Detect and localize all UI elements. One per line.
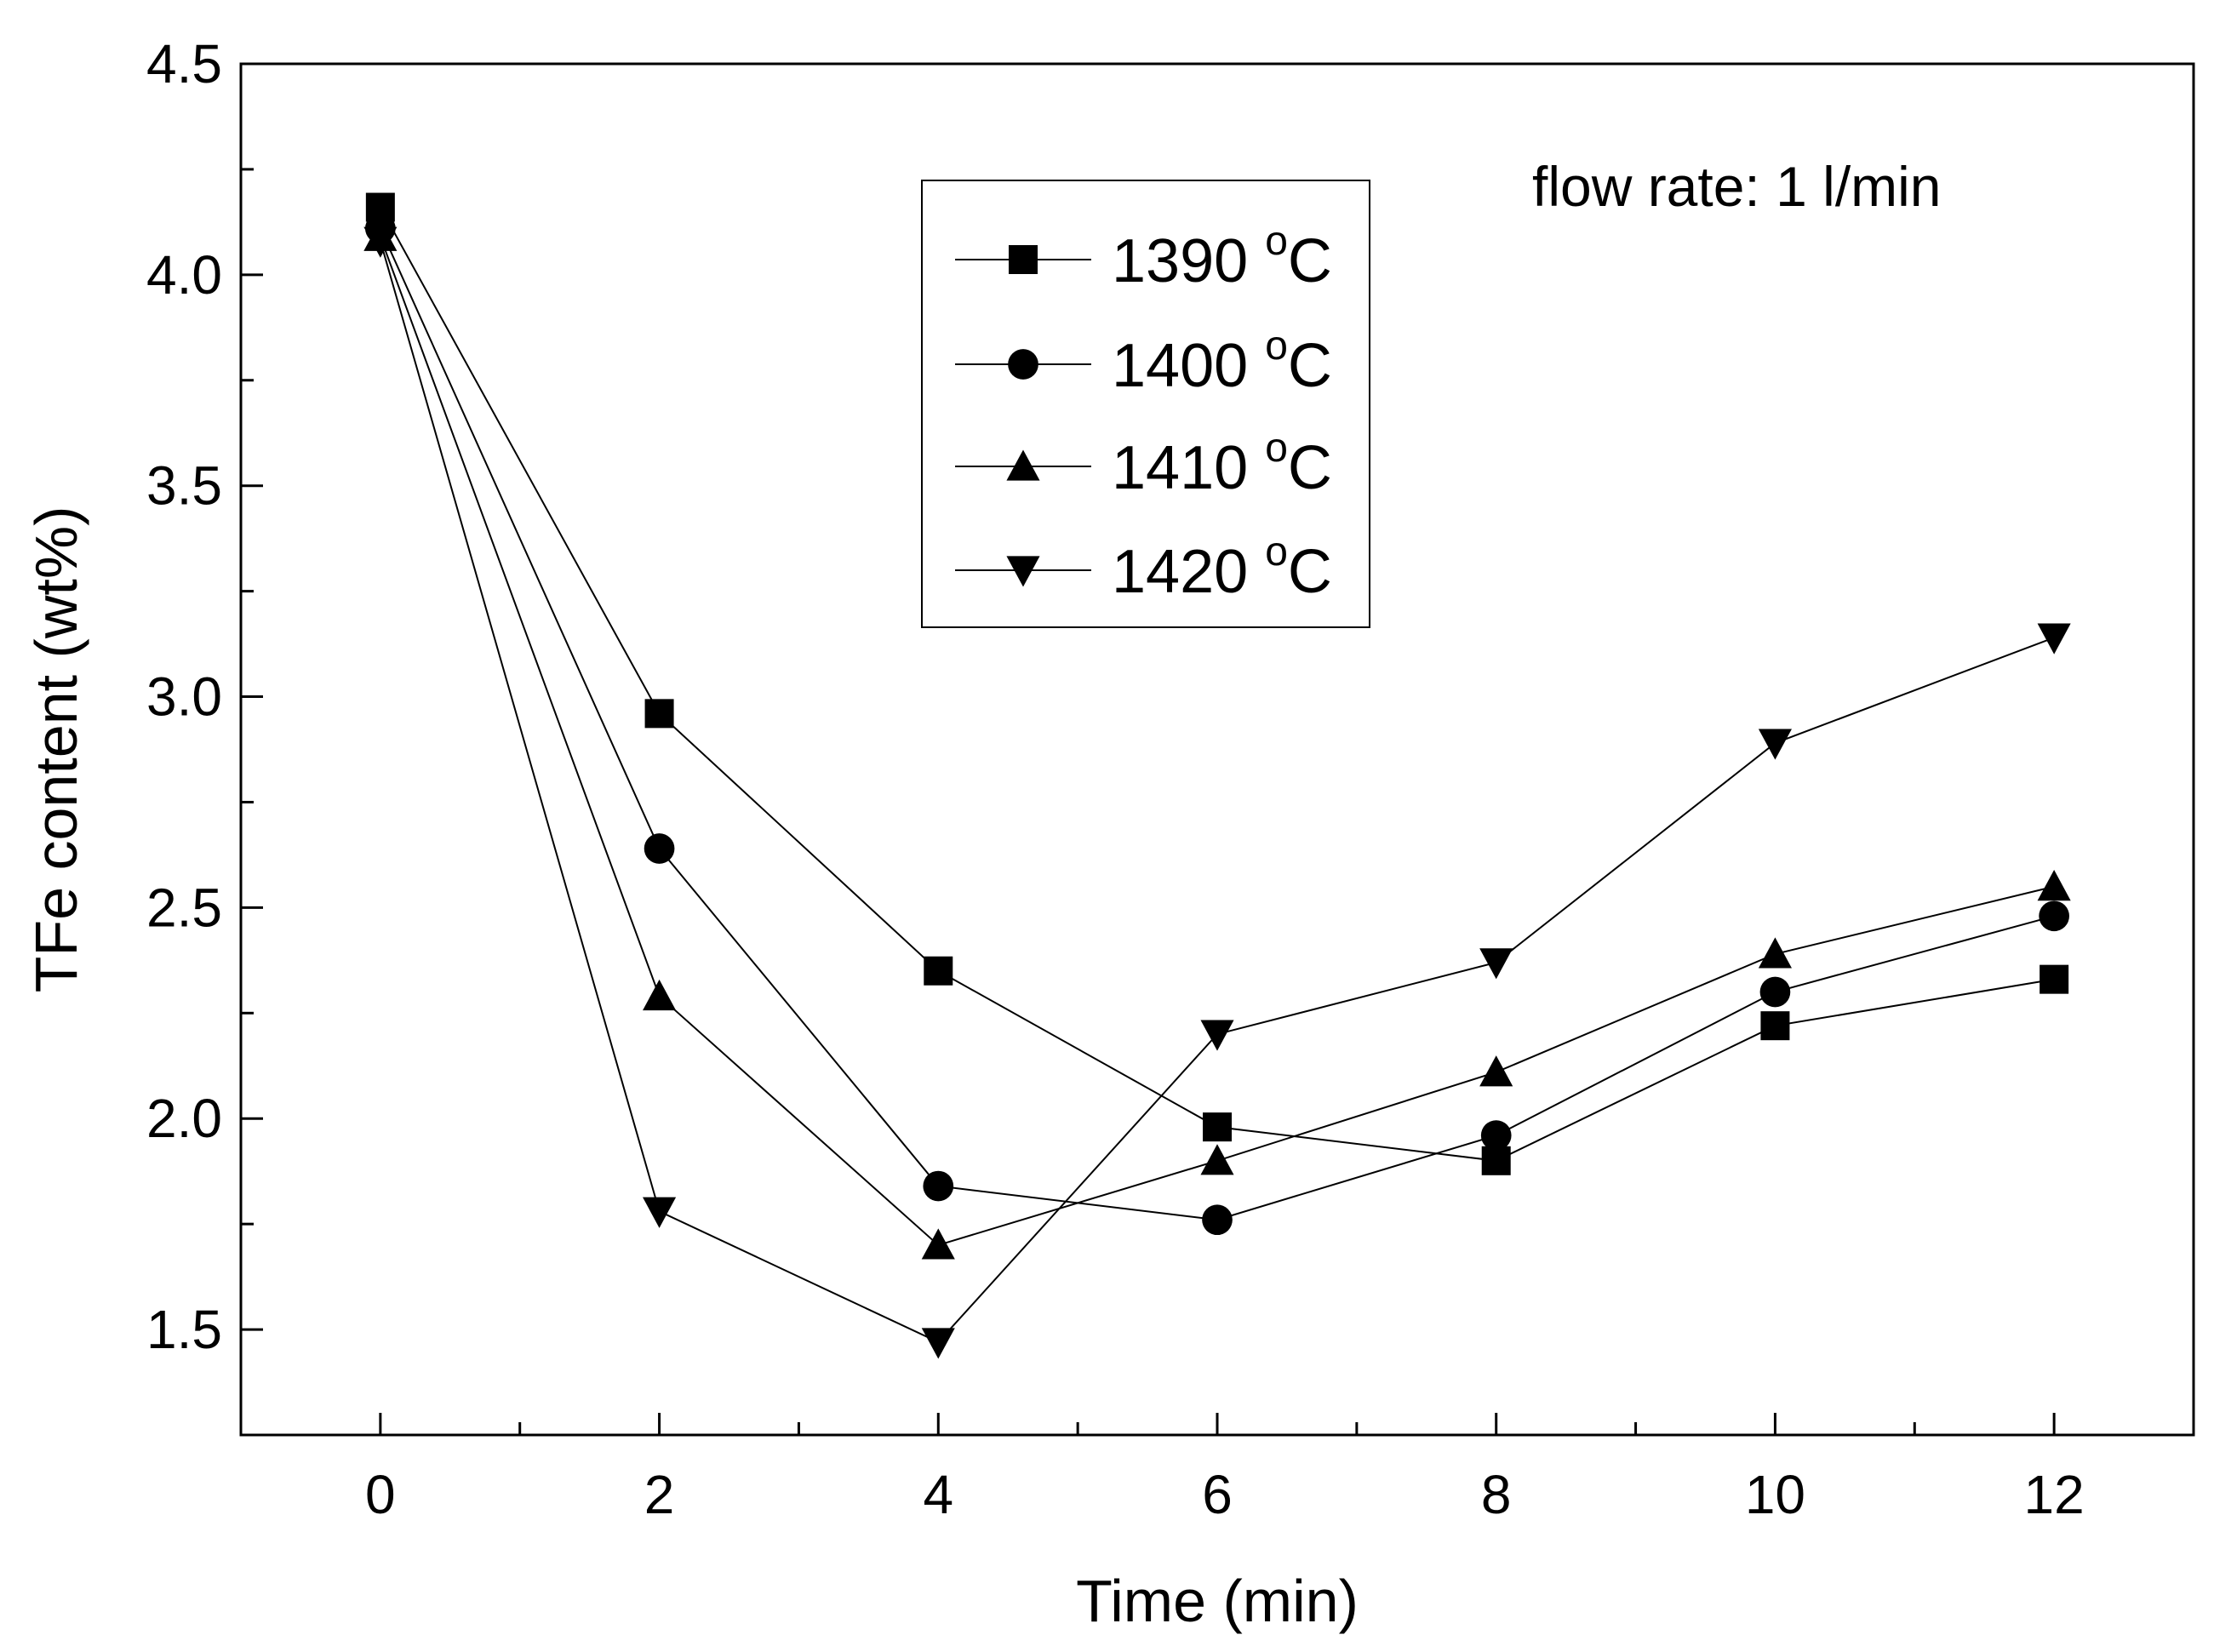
data-point-1410 (1200, 1144, 1234, 1175)
legend-marker-1420 (1006, 556, 1040, 587)
x-tick-label: 6 (1202, 1464, 1233, 1525)
y-tick-label: 4.0 (146, 244, 222, 306)
legend-label-1420: 1420 oC (1112, 529, 1332, 606)
y-tick-label: 3.0 (146, 666, 222, 728)
data-point-1390 (924, 956, 953, 986)
data-point-1420 (2037, 623, 2071, 655)
data-point-1420 (1758, 729, 1792, 760)
data-point-1390 (644, 699, 674, 729)
data-point-1420 (1200, 1020, 1234, 1051)
x-tick-label: 2 (644, 1464, 675, 1525)
legend-item-1410: 1410 oC (955, 426, 1332, 502)
data-point-1410 (921, 1228, 955, 1260)
legend-label-1410: 1410 oC (1112, 426, 1332, 502)
data-point-1390 (1481, 1146, 1511, 1175)
text-layer: 0 2 4 6 8 10 12 1.5 2.0 2.5 3.0 3.5 4.0 4.5 Time (min)… (23, 33, 2085, 1634)
legend: 1390 oC 1400 oC 1410 oC 1420 oC (921, 180, 1370, 628)
data-point-1420 (1479, 948, 1513, 980)
legend-marker-1400 (1008, 349, 1038, 380)
legend-label-1390: 1390 oC (1112, 219, 1332, 295)
data-point-1410 (643, 979, 677, 1011)
data-point-1400 (644, 833, 675, 864)
series-layer (363, 192, 2071, 1359)
legend-item-1400: 1400 oC (955, 323, 1332, 400)
axes-layer (239, 62, 2195, 1437)
data-point-1400 (923, 1170, 954, 1202)
data-point-1400 (1480, 1120, 1512, 1151)
legend-marker-1410 (1006, 449, 1040, 481)
data-point-1420 (921, 1328, 955, 1359)
data-point-1400 (2039, 900, 2069, 932)
legend-box (921, 180, 1370, 628)
y-tick-label: 2.5 (146, 877, 222, 938)
y-tick-label: 4.5 (146, 33, 222, 94)
flow-rate-annotation: flow rate: 1 l/min (1532, 155, 1942, 218)
data-point-1420 (363, 226, 398, 258)
y-tick-label: 3.5 (146, 455, 222, 517)
data-point-1410 (1479, 1055, 1513, 1087)
series-1390 (365, 192, 2069, 1175)
series-1420 (363, 226, 2071, 1359)
y-axis-title: TFe content (wt%) (23, 506, 89, 993)
y-tick-label: 2.0 (146, 1088, 222, 1149)
y-tick-label: 1.5 (146, 1299, 222, 1360)
data-point-1410 (2037, 870, 2071, 901)
legend-item-1390: 1390 oC (955, 219, 1332, 295)
x-tick-label: 4 (923, 1464, 953, 1525)
x-tick-label: 8 (1481, 1464, 1512, 1525)
x-tick-label: 10 (1745, 1464, 1805, 1525)
x-axis-title: Time (min) (1076, 1568, 1359, 1634)
data-point-1400 (1759, 976, 1791, 1008)
x-tick-label: 12 (2024, 1464, 2085, 1525)
data-point-1390 (2040, 964, 2069, 994)
legend-label-1400: 1400 oC (1112, 323, 1332, 400)
data-point-1410 (1758, 937, 1792, 969)
data-point-1400 (1202, 1204, 1233, 1236)
data-point-1390 (1760, 1011, 1790, 1041)
data-point-1420 (643, 1197, 677, 1228)
legend-marker-1390 (1009, 245, 1038, 274)
legend-item-1420: 1420 oC (955, 529, 1332, 606)
data-point-1390 (1203, 1112, 1232, 1142)
x-tick-label: 0 (365, 1464, 396, 1525)
